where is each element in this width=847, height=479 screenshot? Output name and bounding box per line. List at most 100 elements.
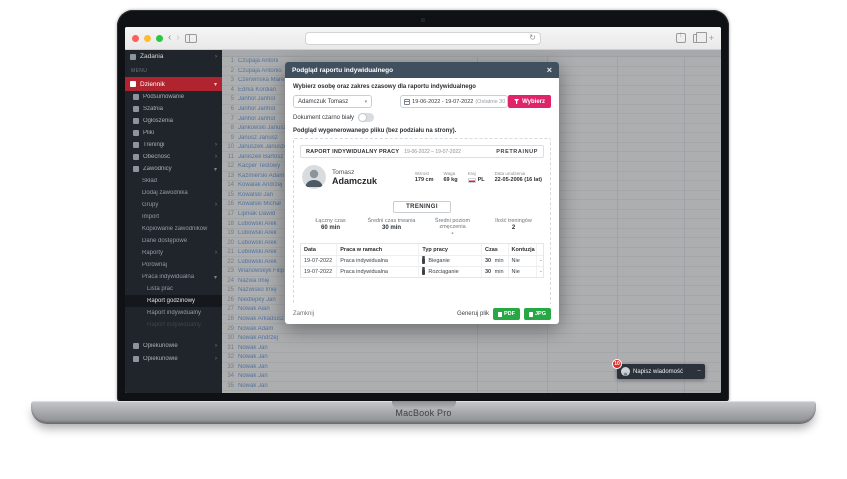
pdf-button-label: PDF (503, 311, 515, 317)
date-range-picker[interactable]: 19-06-2022 - 19-07-2022 (Ostatnie 30 dni… (400, 95, 509, 108)
training-scope: Praca indywidualna (336, 256, 418, 266)
preview-label: Podgląd wygenerowanego pliku (bez podzia… (293, 128, 457, 134)
sidebar-item-ogłoszenia[interactable]: Ogłoszenia (125, 115, 222, 127)
sidebar-item-obecność[interactable]: Obecność › (125, 151, 222, 163)
modal-intro-label: Wybierz osobę oraz zakres czasowy dla ra… (293, 84, 476, 90)
training-time: 30 min (481, 256, 508, 266)
training-type: Rozciąganie (418, 267, 481, 277)
toggle-knob (358, 113, 368, 122)
report-column-header: Kontuzja (507, 244, 536, 255)
chat-avatar (621, 367, 630, 376)
back-icon[interactable]: ‹ (168, 32, 172, 43)
filter-icon (514, 99, 520, 104)
player-avatar (302, 165, 326, 189)
minimize-window-button[interactable] (144, 34, 151, 42)
training-injury: Nie (507, 267, 536, 277)
sidebar-toggle-icon[interactable] (184, 33, 197, 43)
person-select-value: Adamczuk Tomasz (298, 98, 349, 105)
chevron-icon: › (215, 154, 217, 160)
sidebar-item-label: Opiekunowie (143, 356, 178, 362)
summary-stat-value: - (451, 231, 454, 237)
pdf-file-icon (497, 311, 502, 317)
sidebar-item-label: Zawodnicy (143, 166, 172, 172)
zoom-window-button[interactable] (156, 34, 163, 42)
sidebar-item-zawodnicy[interactable]: Zawodnicy ▾ (125, 163, 222, 175)
laptop-base: MacBook Pro (31, 401, 816, 424)
address-bar[interactable]: ↻ (305, 31, 541, 45)
chevron-icon: ▾ (213, 274, 217, 281)
laptop-notch (391, 401, 456, 409)
megaphone-icon (133, 118, 139, 124)
calendar-icon (404, 98, 411, 105)
profile-stat-value: 179 cm (414, 177, 434, 183)
date-range-hint: (Ostatnie 30 dni) (475, 98, 507, 105)
sidebar-item-porównaj[interactable]: Porównaj (125, 259, 222, 271)
trainings-icon (133, 142, 139, 148)
filter-button[interactable]: Wybierz (508, 95, 551, 108)
sidebar-item-raporty[interactable]: Raporty › (125, 247, 222, 259)
sidebar-item-import[interactable]: Import (125, 211, 222, 223)
sidebar-item-label: Skład (142, 178, 158, 184)
sidebar-item-label: Raport indywidualny (147, 310, 202, 316)
sidebar-item-label: Dodaj zawodnika (142, 190, 188, 196)
sidebar-item-szatnia[interactable]: Szatnia (125, 103, 222, 115)
report-column-header: Typ pracy (418, 244, 481, 255)
app-sidebar: Zadania › MENU Dziennik ▾ Podsumowanie Szatnia… (125, 50, 222, 393)
sidebar-item-raport-godzinowy[interactable]: Raport godzinowy (125, 295, 222, 307)
sidebar-item-pliki[interactable]: Pliki (125, 127, 222, 139)
player-last-name: Adamczuk (332, 175, 378, 186)
refresh-icon[interactable]: ↻ (529, 33, 536, 42)
close-icon[interactable]: × (546, 64, 552, 75)
sidebar-item-praca-indywidualna[interactable]: Praca indywidualna ▾ (125, 271, 222, 283)
bw-toggle[interactable] (358, 113, 375, 122)
trainings-table: Data Praca w ramach Typ pracy Czas Kontuzja … (300, 243, 544, 278)
sidebar-item-raport-indywidualny[interactable]: Raport indywidualny (125, 319, 222, 331)
sidebar-item-dziennik[interactable]: Dziennik ▾ (125, 77, 222, 91)
sidebar-item-dane-dostępowe[interactable]: Dane dostępowe (125, 235, 222, 247)
summary-stat: Średni czas trwania 30 min (361, 218, 422, 237)
generate-jpg-button[interactable]: JPG (523, 308, 551, 320)
sidebar-item-kopiowanie-zawodników[interactable]: Kopiowanie zawodników (125, 223, 222, 235)
forward-icon[interactable]: › (176, 32, 180, 43)
sidebar-item-label: Kopiowanie zawodników (142, 226, 208, 232)
chat-label: Napisz wiadomość (633, 368, 684, 375)
sidebar-item-zadania[interactable]: Zadania › (125, 50, 222, 63)
trainings-section-label: TRENINGI (393, 201, 451, 213)
generate-file-label: Generuj plik (456, 311, 489, 317)
sidebar-item-label: Pliki (143, 130, 155, 136)
tabs-overview-icon[interactable] (692, 31, 707, 43)
sidebar-item-dodaj-zawodnika[interactable]: Dodaj zawodnika (125, 187, 222, 199)
image-file-icon (528, 311, 533, 317)
new-tab-icon[interactable]: + (708, 33, 714, 43)
modal-title: Podgląd raportu indywidualnego (292, 66, 394, 74)
share-icon[interactable] (675, 30, 686, 43)
sidebar-item-label: Zadania (140, 53, 164, 60)
sidebar-item-raport-indywidualny[interactable]: Raport indywidualny (125, 307, 222, 319)
browser-toolbar: ‹ › ↻ + (125, 27, 721, 50)
sidebar-item-podsumowanie[interactable]: Podsumowanie (125, 91, 222, 103)
report-column-header (535, 244, 543, 255)
guardians-icon (133, 356, 139, 362)
profile-stat-label: Kraj (467, 171, 476, 176)
sidebar-item-opiekunowie[interactable]: Opiekunowie › (125, 338, 222, 353)
generate-pdf-button[interactable]: PDF (492, 308, 520, 320)
sidebar-item-grupy[interactable]: Grupy › (125, 199, 222, 211)
stretching-icon (422, 267, 426, 275)
chat-widget[interactable]: 10 Napisz wiadomość − (612, 359, 705, 379)
close-window-button[interactable] (132, 34, 139, 42)
laptop-screen: ‹ › ↻ + Zadania › MENU Dziennik ▾ Podsumowani… (125, 27, 721, 393)
summary-stat-value: 60 min (320, 225, 340, 231)
sidebar-item-opiekunowie[interactable]: Opiekunowie › (125, 353, 222, 365)
sidebar-item-skład[interactable]: Skład (125, 175, 222, 187)
sidebar-item-treningi[interactable]: Treningi › (125, 139, 222, 151)
person-select[interactable]: Adamczuk Tomasz ▾ (293, 95, 373, 108)
chat-minimize-icon[interactable]: − (696, 368, 701, 375)
report-header-bar: RAPORT INDYWIDUALNY PRACY 19-06-2022 – 1… (300, 145, 544, 158)
profile-stat-value: PL (467, 177, 485, 183)
report-title: RAPORT INDYWIDUALNY PRACY (306, 148, 400, 155)
sidebar-item-lista-prac[interactable]: Lista prac (125, 283, 222, 295)
close-modal-button[interactable]: Zamknij (293, 311, 315, 317)
training-type: Bieganie (418, 256, 481, 266)
players-icon (133, 166, 139, 172)
